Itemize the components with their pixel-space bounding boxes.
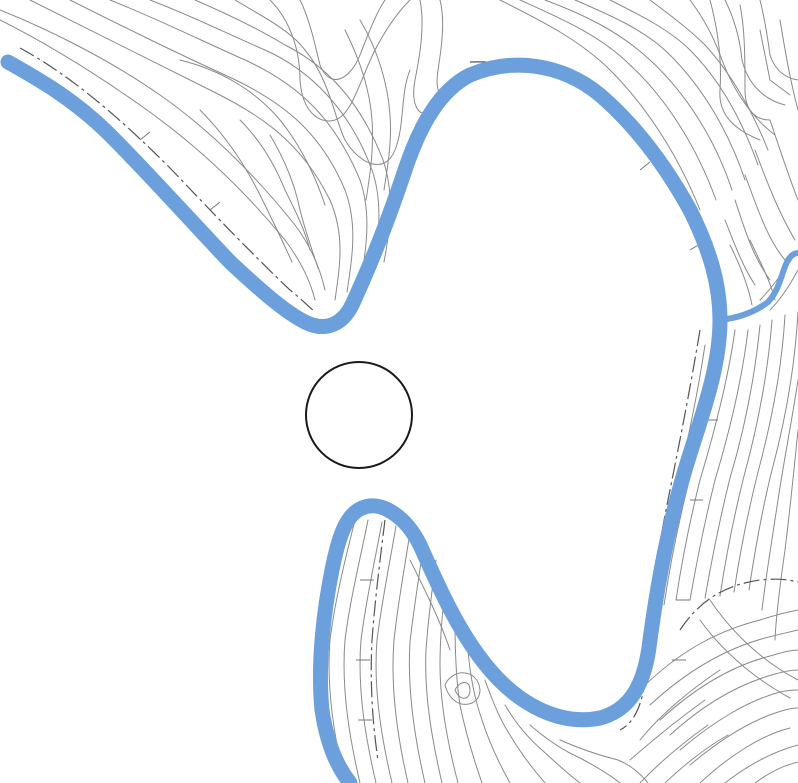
tick-mark [639,161,651,171]
contour-line [733,314,786,593]
contour-line [544,0,733,191]
contour-line [759,0,798,81]
contour-line [629,699,706,761]
contour-line [759,29,791,96]
contour-line [649,0,769,151]
contour-line [199,109,293,263]
contour-line [709,599,798,681]
tributary-stream [717,250,798,323]
contour-line [724,0,786,106]
contour-line [179,59,326,206]
contour-line [519,0,717,201]
contour-line [299,0,386,80]
contour-line [689,707,798,766]
contour-line [704,324,761,599]
contour-group-southwest [328,519,649,783]
contour-line [669,669,798,736]
contour-line [359,19,392,191]
tick-mark [209,201,221,211]
road-line [619,329,701,731]
contour-line [413,0,431,114]
contour-line [409,559,451,651]
contour-line [709,0,761,141]
circle-marker[interactable] [305,361,413,469]
tick-marks [139,131,718,721]
contour-line [408,539,426,783]
contour-line [0,19,316,301]
contour-line [484,679,546,783]
contour-line [744,174,786,261]
contour-line [639,669,721,741]
contour-line [559,739,649,783]
contour-line [779,19,798,111]
contour-line [574,0,746,181]
contour-line [769,119,798,201]
contour-line [467,649,511,783]
contour-line [761,379,798,611]
contour-line [454,619,483,783]
contour-line [729,244,753,306]
contour-line [639,724,709,783]
contour-line [689,329,749,601]
contour-line [343,519,369,783]
contour-line [719,319,773,597]
contour-line [269,0,411,122]
contour-line [269,134,319,269]
contour-line [699,619,791,699]
contour-line [444,672,481,705]
contour-line [754,149,796,241]
contour-line [504,704,581,783]
contour-line [664,734,729,783]
contour-line [748,311,798,591]
contour-line [344,29,374,201]
contour-line [375,525,397,783]
contour-line [69,0,354,293]
contour-line [109,0,368,286]
contour-line [769,269,798,311]
contour-group-northeast [499,0,798,286]
contour-line [749,239,776,301]
road-line [679,578,798,631]
contour-line [499,0,701,211]
contour-line [639,609,798,691]
contour-line [689,0,776,136]
contour-group-southeast [629,599,798,783]
contour-line [0,9,326,291]
contour-line [679,689,798,751]
main-river [0,54,728,783]
contour-line [149,0,380,276]
contour-line [675,329,736,601]
contour-line [392,531,411,783]
tick-mark [139,131,151,141]
contour-line [739,4,771,121]
contour-line [425,559,443,783]
contour-line [699,727,791,783]
contour-line [659,649,798,721]
contour-line [29,0,341,301]
contour-line [436,0,449,97]
contour-line [774,429,798,641]
contour-line [439,589,459,783]
contour-line [724,744,798,783]
contour-line [724,219,756,286]
contour-line [754,761,798,783]
contour-line [359,521,383,783]
contour-line [649,629,798,706]
contour-line [239,119,311,251]
contour-line [529,724,621,783]
road-line [19,47,316,313]
contour-line [454,682,471,699]
road-line [370,519,386,761]
contour-line [609,0,759,166]
contour-group-northwest [0,0,449,301]
contour-line [234,0,411,165]
